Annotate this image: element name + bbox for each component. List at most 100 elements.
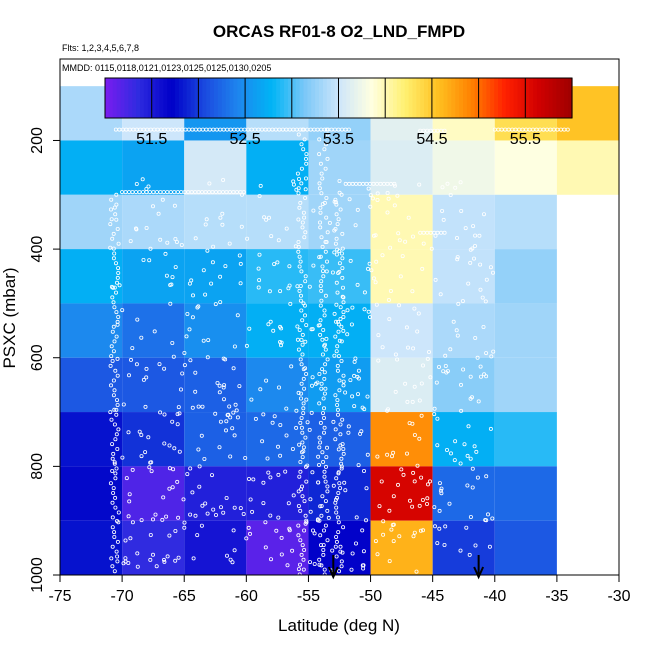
data-point (297, 264, 302, 269)
data-point (461, 367, 466, 372)
data-point (110, 468, 115, 473)
data-point (115, 402, 120, 407)
data-point (324, 215, 329, 220)
data-point (297, 562, 302, 567)
data-point (320, 264, 325, 269)
data-point (189, 278, 194, 283)
data-point (228, 557, 233, 562)
data-point (411, 470, 416, 475)
data-point (417, 436, 422, 441)
heatmap-cell (246, 357, 309, 413)
colorbar-segment (389, 78, 394, 118)
data-point (323, 386, 328, 391)
observation-points (108, 127, 570, 577)
data-point (213, 411, 218, 416)
data-point (111, 300, 116, 305)
data-point (296, 186, 301, 191)
data-point (235, 313, 240, 318)
data-point (407, 421, 412, 426)
data-point (193, 513, 198, 518)
data-point (311, 208, 316, 213)
data-point (111, 246, 116, 251)
data-point (139, 335, 144, 340)
data-point (188, 358, 193, 363)
data-point (340, 294, 345, 299)
data-point (221, 385, 226, 390)
data-point (298, 459, 303, 464)
data-point (109, 556, 114, 561)
data-point (165, 554, 170, 559)
data-point (339, 461, 344, 466)
data-point (319, 171, 324, 176)
data-point (366, 309, 371, 314)
data-point (432, 412, 437, 417)
data-point (116, 510, 121, 515)
data-point (297, 327, 302, 332)
data-point (298, 538, 303, 543)
colorbar-segment (412, 78, 417, 118)
colorbar-segment (525, 78, 530, 118)
data-point (300, 332, 305, 337)
data-point (296, 244, 301, 249)
data-point (380, 345, 385, 350)
colorbar-segment (256, 78, 262, 118)
data-point (348, 378, 353, 383)
x-tick-label: -40 (483, 588, 506, 605)
data-point (481, 212, 486, 217)
data-point (385, 190, 390, 195)
data-point (410, 234, 415, 239)
data-point (355, 207, 360, 212)
data-point (360, 563, 365, 568)
data-point (112, 569, 117, 574)
data-point (109, 207, 114, 212)
data-point (404, 325, 409, 330)
colorbar-segment (529, 78, 534, 118)
data-point (334, 302, 339, 307)
data-point (268, 557, 273, 562)
data-point (336, 490, 341, 495)
data-point (115, 539, 120, 544)
data-point (459, 408, 464, 413)
colorbar-segment (439, 78, 445, 118)
data-point (326, 515, 331, 520)
data-point (191, 556, 196, 561)
data-point (323, 166, 328, 171)
data-point (375, 191, 380, 196)
data-point (199, 433, 204, 438)
data-point (238, 506, 243, 511)
colorbar-tick-label: 54.5 (416, 131, 447, 148)
data-point (303, 274, 308, 279)
data-point (297, 442, 302, 447)
data-point (257, 252, 262, 257)
data-point (317, 371, 322, 376)
colorbar-segment (400, 78, 406, 118)
data-point (483, 518, 488, 523)
data-point (182, 525, 187, 530)
heatmap-cell (556, 140, 619, 195)
data-point (367, 261, 372, 266)
data-point (412, 479, 417, 484)
colorbar-segment (338, 78, 343, 118)
data-point (231, 410, 236, 415)
data-point (432, 524, 437, 529)
x-tick-label: -35 (545, 588, 568, 605)
data-point (338, 549, 343, 554)
data-point (262, 215, 267, 220)
data-point (288, 301, 293, 306)
data-point (316, 480, 321, 485)
data-point (317, 401, 322, 406)
data-point (291, 182, 296, 187)
colorbar-segment (241, 78, 246, 118)
data-point (200, 404, 205, 409)
data-point (396, 231, 401, 236)
data-point (319, 298, 324, 303)
colorbar-segment (136, 78, 141, 118)
data-point (284, 433, 289, 438)
data-point (300, 352, 305, 357)
data-point (266, 470, 271, 475)
x-axis-label: Latitude (deg N) (278, 616, 400, 635)
colorbar-segment (171, 78, 176, 118)
data-point (466, 281, 471, 286)
data-point (296, 390, 301, 395)
data-point (341, 373, 346, 378)
